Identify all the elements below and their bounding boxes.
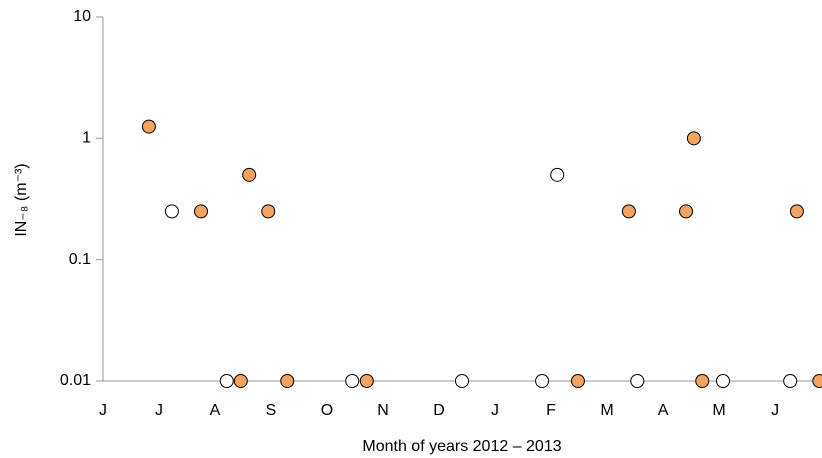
x-tick-label: M (712, 402, 725, 419)
point (233, 374, 248, 388)
point (345, 374, 360, 388)
x-tick-label: A (210, 402, 221, 419)
point (535, 374, 550, 388)
y-tick-label: 0.01 (60, 372, 91, 389)
point (679, 204, 694, 219)
point (194, 204, 209, 219)
y-tick-label: 10 (73, 8, 91, 25)
y-tick-label: 1 (82, 130, 91, 147)
x-tick-label: S (266, 402, 277, 419)
point (789, 204, 804, 219)
point (550, 167, 565, 182)
point (630, 374, 645, 388)
point (686, 131, 701, 146)
x-axis-label: Month of years 2012 – 2013 (362, 438, 561, 455)
y-axis-label: IN₋₈ (m⁻³) (13, 163, 30, 236)
x-tick-label: F (546, 402, 556, 419)
x-tick-label: N (377, 402, 389, 419)
y-tick-label: 0.1 (69, 251, 91, 268)
point (812, 374, 822, 388)
x-tick-label: J (155, 402, 163, 419)
x-tick-label: O (321, 402, 333, 419)
x-tick-label: J (771, 402, 779, 419)
x-tick-label: J (491, 402, 499, 419)
point (280, 374, 295, 388)
point (455, 374, 469, 388)
point (695, 374, 710, 388)
point (621, 204, 636, 219)
point (242, 167, 257, 182)
point (141, 119, 156, 134)
point (359, 374, 374, 388)
point (261, 204, 276, 219)
point (783, 374, 798, 388)
x-tick-label: A (658, 402, 669, 419)
x-tick-label: J (99, 402, 107, 419)
point (219, 374, 234, 388)
x-tick-label: D (433, 402, 445, 419)
point (164, 204, 179, 219)
point (570, 374, 585, 388)
x-tick-label: M (600, 402, 613, 419)
point (715, 374, 730, 388)
